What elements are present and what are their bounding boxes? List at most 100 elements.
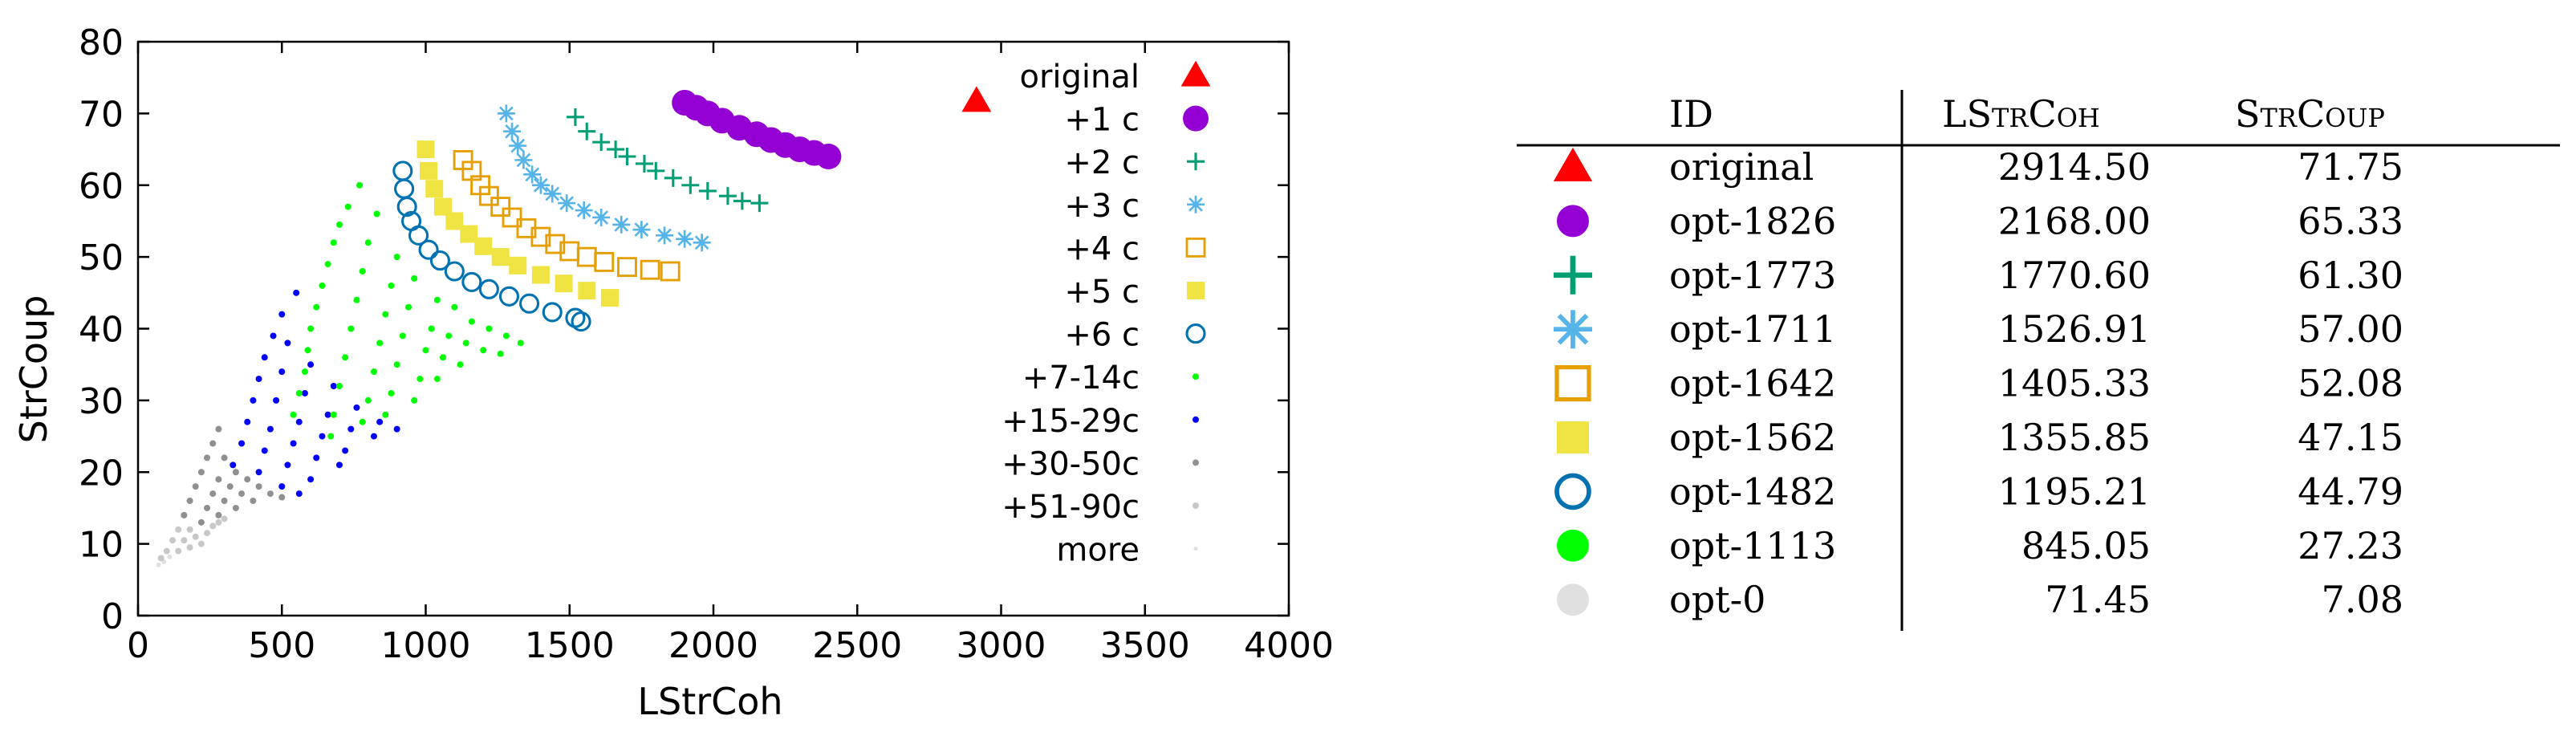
- legend-label: original: [1019, 59, 1140, 96]
- data-point: [319, 433, 326, 440]
- row-marker: [1554, 473, 1591, 510]
- x-tick-label: 1500: [525, 625, 615, 666]
- cell-lstrcoh: 1355.85: [1998, 416, 2151, 459]
- data-point: [457, 361, 464, 368]
- data-point: [238, 440, 246, 447]
- data-point: [270, 332, 277, 340]
- data-point: [324, 261, 331, 268]
- data-point: [640, 259, 660, 280]
- data-point: [664, 169, 682, 187]
- header-lstrcoh: LStrCoh: [1942, 92, 2100, 136]
- data-point: [693, 234, 711, 252]
- x-tick-label: 3500: [1100, 625, 1190, 666]
- data-point: [607, 140, 625, 159]
- data-point: [347, 425, 355, 433]
- legend-marker: [1193, 373, 1199, 380]
- data-point: [266, 490, 274, 498]
- data-point: [420, 161, 438, 180]
- y-axis-label: StrCoup: [12, 295, 55, 444]
- x-axis-label: LStrCoh: [637, 680, 782, 723]
- data-point: [301, 389, 308, 396]
- y-tick-label: 80: [79, 22, 124, 63]
- data-point: [319, 282, 326, 289]
- data-point: [519, 293, 540, 314]
- legend-marker: [1193, 416, 1199, 423]
- data-point: [284, 340, 291, 347]
- cell-id: opt-1562: [1669, 416, 1836, 459]
- data-point: [359, 268, 366, 274]
- data-point: [575, 201, 593, 220]
- data-point: [486, 325, 493, 332]
- cell-strcoup: 44.79: [2298, 470, 2403, 513]
- header-strcoup: StrCoup: [2235, 92, 2385, 136]
- data-point: [393, 425, 400, 433]
- data-point: [461, 271, 482, 292]
- data-point: [382, 411, 389, 418]
- data-point: [163, 547, 170, 555]
- data-point: [530, 226, 551, 247]
- cell-id: opt-1711: [1669, 307, 1836, 351]
- legend-label: +15-29c: [1002, 403, 1140, 440]
- cell-strcoup: 61.30: [2298, 254, 2403, 297]
- data-point: [676, 230, 694, 248]
- data-point: [416, 376, 424, 383]
- data-point: [342, 354, 349, 361]
- data-point: [156, 562, 161, 567]
- data-point: [647, 161, 665, 180]
- data-point: [545, 234, 566, 254]
- data-point: [293, 289, 300, 296]
- table-row: original 2914.50 71.75: [1553, 145, 2403, 189]
- series-2-c: [566, 108, 769, 213]
- data-point: [356, 181, 364, 189]
- cell-strcoup: 65.33: [2298, 199, 2403, 242]
- table-row: opt-1773 1770.60 61.30: [1554, 254, 2403, 297]
- legend-label: +5 c: [1064, 274, 1140, 311]
- data-point: [304, 347, 311, 354]
- data-point: [393, 361, 400, 368]
- data-point: [307, 361, 315, 368]
- scatter-chart: 0 500 1000 1500 2000 2500 3000 3500 4000 0 10 20 30…: [12, 22, 1334, 723]
- data-point: [600, 289, 619, 307]
- row-marker: [1554, 365, 1591, 402]
- data-point: [330, 411, 337, 418]
- series-1-c: [672, 89, 842, 169]
- data-point: [186, 498, 193, 504]
- data-point: [388, 282, 395, 289]
- legend-label: +51-90c: [1002, 489, 1140, 526]
- data-point: [460, 225, 478, 243]
- data-point: [468, 318, 475, 325]
- data-point: [278, 368, 286, 376]
- data-point: [181, 537, 188, 544]
- data-point: [490, 197, 511, 217]
- data-points: [156, 86, 992, 567]
- data-point: [221, 515, 228, 522]
- data-point: [733, 192, 751, 210]
- data-point: [478, 279, 499, 299]
- data-point: [382, 311, 389, 318]
- data-point: [204, 454, 211, 461]
- data-point: [750, 194, 769, 213]
- series-3-c: [497, 104, 711, 252]
- data-point: [503, 122, 522, 140]
- data-point: [578, 282, 596, 300]
- y-axis-ticks: 0 10 20 30 40 50 60 70 80: [79, 22, 1289, 637]
- data-point: [376, 418, 384, 425]
- table-row: opt-1826 2168.00 65.33: [1557, 199, 2403, 242]
- x-tick-label: 3000: [957, 625, 1046, 666]
- data-point: [961, 86, 992, 112]
- data-point: [429, 250, 450, 271]
- data-point: [408, 225, 429, 246]
- row-marker: [1553, 147, 1593, 181]
- table-body: original 2914.50 71.75 opt-1826 2168.00 65.33…: [1553, 145, 2403, 621]
- data-point: [617, 257, 637, 278]
- data-point: [396, 197, 417, 218]
- cell-id: opt-0: [1669, 578, 1765, 621]
- data-point: [566, 108, 584, 126]
- cell-id: opt-1826: [1669, 199, 1836, 242]
- cell-strcoup: 52.08: [2298, 362, 2403, 405]
- data-point: [578, 122, 596, 140]
- data-point: [411, 274, 418, 282]
- data-point: [175, 526, 182, 533]
- data-point: [342, 447, 349, 454]
- data-point: [370, 433, 377, 440]
